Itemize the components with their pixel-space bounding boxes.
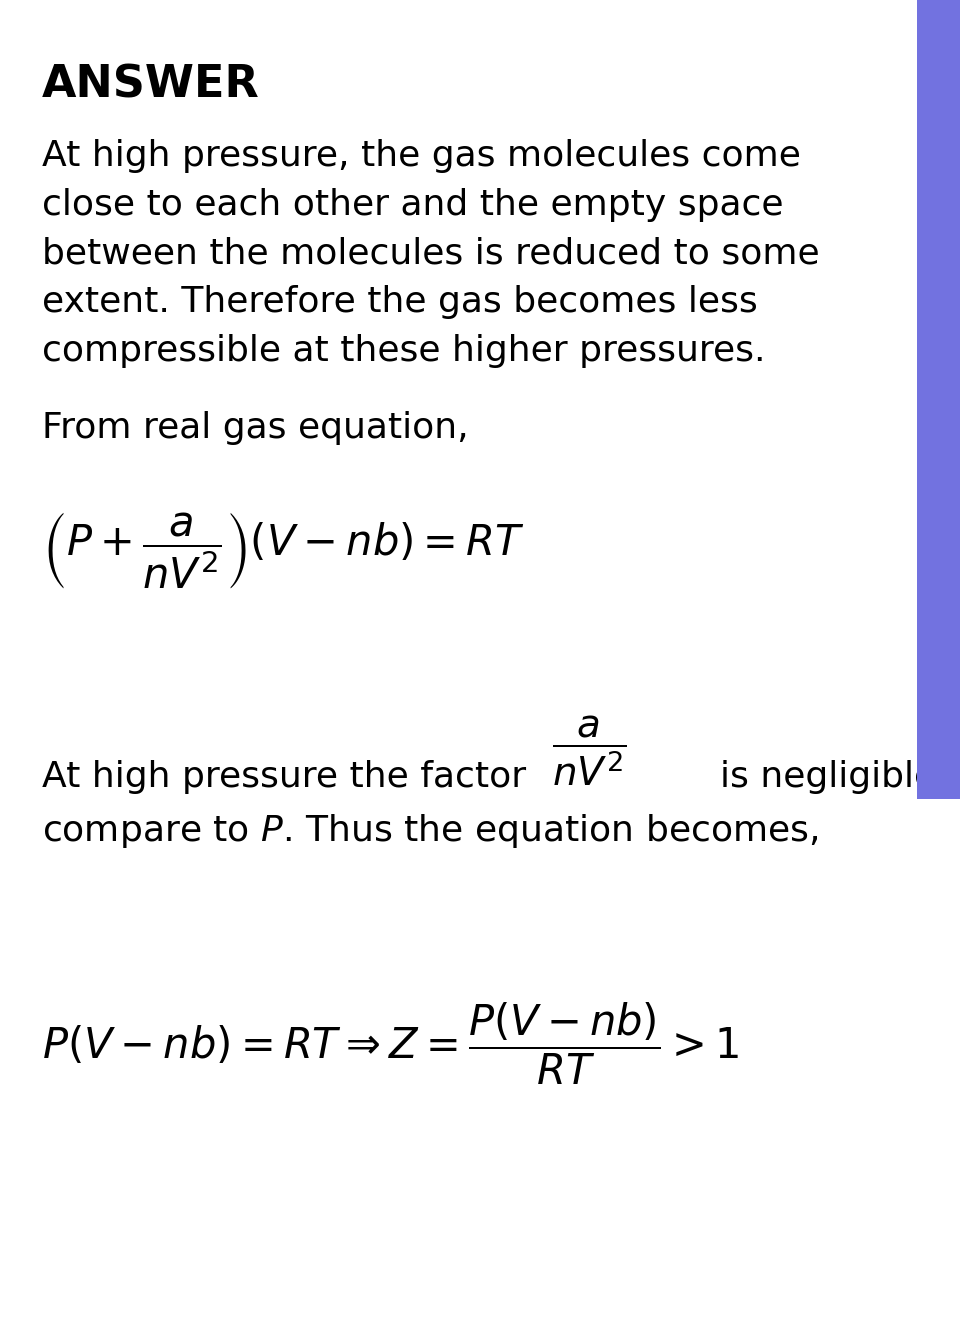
Text: At high pressure the factor: At high pressure the factor <box>42 760 526 794</box>
Text: compressible at these higher pressures.: compressible at these higher pressures. <box>42 334 766 369</box>
Text: From real gas equation,: From real gas equation, <box>42 411 468 445</box>
Text: $P(V - nb) = RT \Rightarrow Z = \dfrac{P(V - nb)}{RT} > 1$: $P(V - nb) = RT \Rightarrow Z = \dfrac{P… <box>42 1000 739 1087</box>
Text: is negligible: is negligible <box>720 760 936 794</box>
Text: close to each other and the empty space: close to each other and the empty space <box>42 188 783 222</box>
Text: $\dfrac{a}{nV^2}$: $\dfrac{a}{nV^2}$ <box>552 713 627 787</box>
Text: At high pressure, the gas molecules come: At high pressure, the gas molecules come <box>42 139 801 173</box>
Text: ANSWER: ANSWER <box>42 63 260 107</box>
Text: compare to $P$. Thus the equation becomes,: compare to $P$. Thus the equation become… <box>42 812 819 851</box>
FancyBboxPatch shape <box>917 0 960 799</box>
Text: between the molecules is reduced to some: between the molecules is reduced to some <box>42 236 820 271</box>
Text: extent. Therefore the gas becomes less: extent. Therefore the gas becomes less <box>42 285 758 320</box>
Text: $\left(P + \dfrac{a}{nV^2}\right)\left(V - nb\right) = RT$: $\left(P + \dfrac{a}{nV^2}\right)\left(V… <box>42 510 525 592</box>
